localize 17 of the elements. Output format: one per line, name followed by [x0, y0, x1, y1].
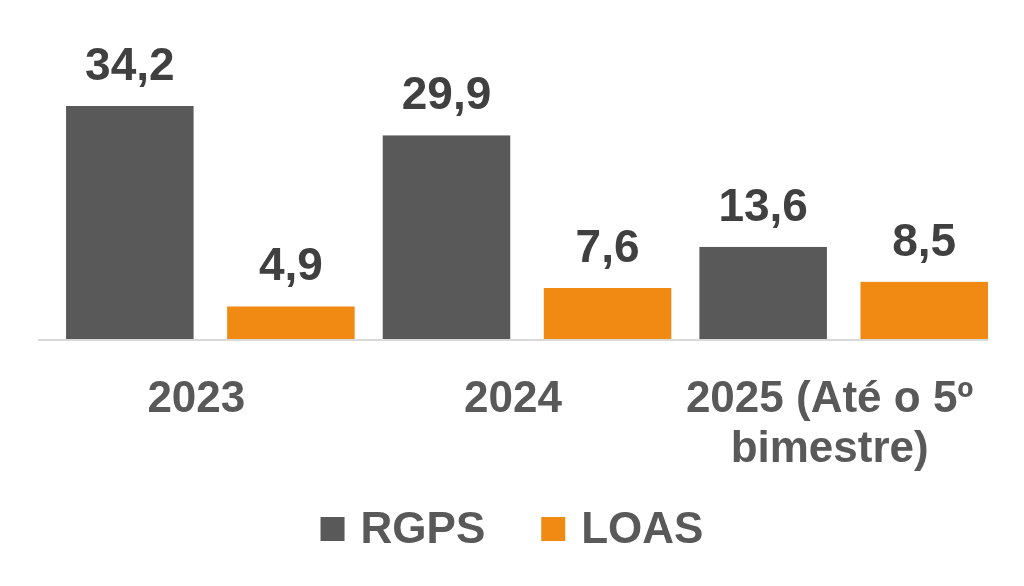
bar: [227, 306, 355, 340]
bar: [382, 135, 511, 340]
data-label: 7,6: [575, 220, 640, 272]
bar: [699, 246, 827, 340]
legend-label: LOAS: [581, 503, 704, 552]
data-label: 8,5: [892, 213, 957, 266]
data-label: 13,6: [718, 178, 808, 231]
x-tick-label: 2024: [464, 372, 563, 421]
bar: [543, 288, 672, 340]
legend-label: RGPS: [360, 503, 486, 552]
data-label: 29,9: [401, 67, 492, 120]
bar: [860, 281, 988, 340]
bar: [66, 106, 194, 340]
data-label: 34,2: [85, 38, 175, 90]
x-tick-label: 2023: [147, 372, 246, 421]
x-tick-label: 2025 (Até o 5º bimestre): [685, 372, 974, 471]
data-label: 4,9: [258, 238, 323, 291]
